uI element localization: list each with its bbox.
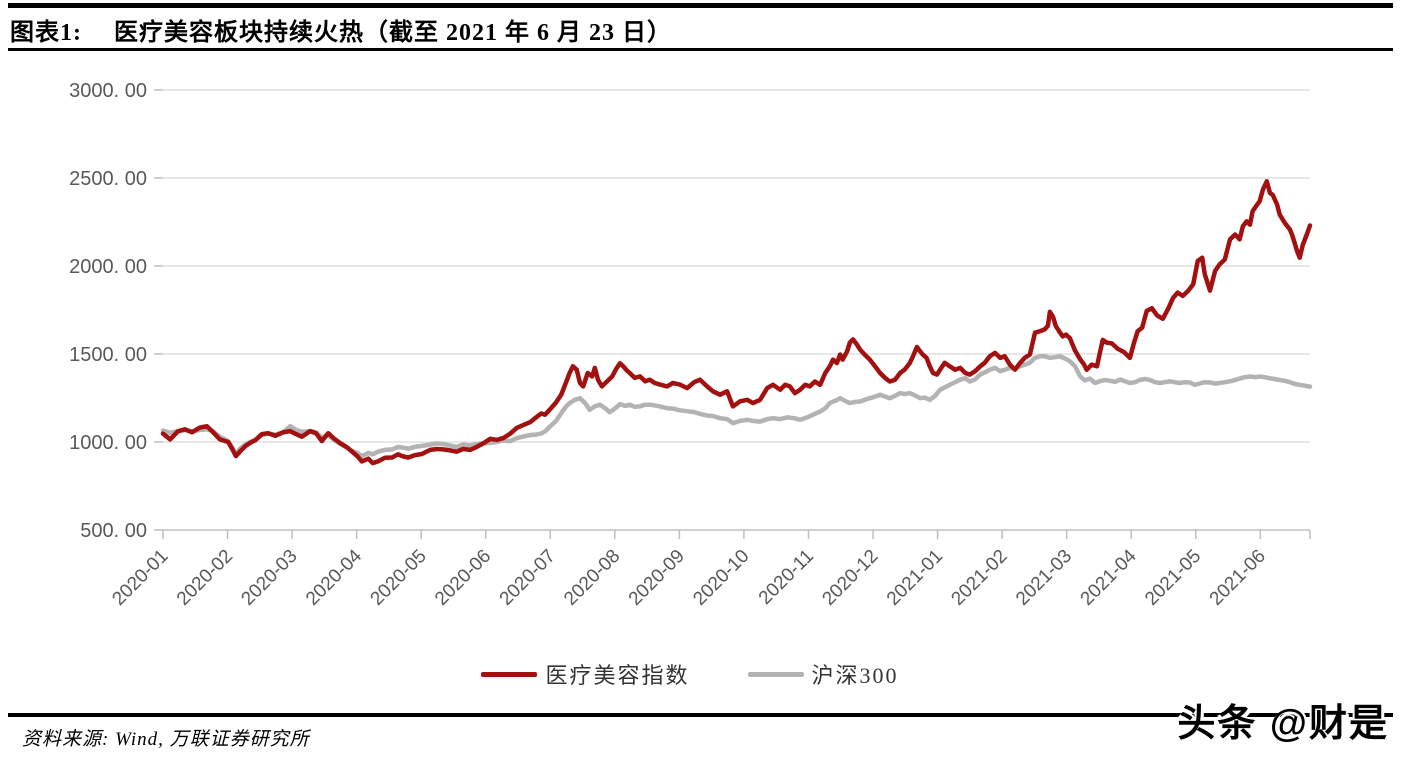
x-axis-label: 2020-01 xyxy=(108,546,172,610)
title-divider xyxy=(8,48,1393,51)
source-note: 资料来源: Wind, 万联证券研究所 xyxy=(22,729,310,750)
legend-item-hs300: 沪深300 xyxy=(747,658,899,690)
page-title: 医疗美容板块持续火热（截至 2021 年 6 月 23 日） xyxy=(114,20,672,46)
legend-item-medical-beauty: 医疗美容指数 xyxy=(481,658,689,690)
x-axis-label: 2020-08 xyxy=(560,546,624,610)
x-axis-label: 2021-06 xyxy=(1206,546,1270,610)
y-axis-label: 1500. 00 xyxy=(69,344,147,366)
x-axis-label: 2020-11 xyxy=(755,546,818,609)
x-axis-label: 2020-05 xyxy=(367,546,431,610)
y-axis-label: 1000. 00 xyxy=(69,432,147,454)
legend-label-medical-beauty: 医疗美容指数 xyxy=(545,663,690,688)
watermark: 头条 @财是 xyxy=(1177,703,1389,745)
x-axis-label: 2021-01 xyxy=(883,546,947,610)
hs300-legend-line xyxy=(747,671,804,677)
y-axis-label: 500. 00 xyxy=(80,520,147,542)
top-rule xyxy=(8,3,1393,8)
medical-beauty-series-line xyxy=(160,179,1313,466)
x-axis-label: 2021-04 xyxy=(1077,545,1141,609)
x-axis-label: 2021-05 xyxy=(1141,546,1205,610)
chart-legend: 医疗美容指数 沪深300 xyxy=(0,658,1380,690)
x-axis-label: 2020-10 xyxy=(689,546,753,610)
x-axis-label: 2020-04 xyxy=(302,545,366,609)
hs300-series-line xyxy=(160,354,1313,459)
legend-label-hs300: 沪深300 xyxy=(811,663,899,688)
x-axis-label: 2020-02 xyxy=(173,546,237,610)
x-axis-label: 2021-02 xyxy=(947,546,1011,610)
chart-header: 图表1: 医疗美容板块持续火热（截至 2021 年 6 月 23 日） xyxy=(10,12,1390,47)
medical-beauty-legend-line xyxy=(481,671,538,677)
y-axis-label: 2000. 00 xyxy=(69,256,147,278)
y-axis-label: 3000. 00 xyxy=(69,80,147,102)
x-axis-label: 2020-03 xyxy=(237,546,301,610)
figure-label: 图表1: xyxy=(10,20,82,46)
x-axis-label: 2021-03 xyxy=(1012,546,1076,610)
y-axis-label: 2500. 00 xyxy=(69,168,147,190)
x-axis-label: 2020-07 xyxy=(496,546,560,610)
bottom-rule xyxy=(8,713,1393,717)
x-axis-label: 2020-06 xyxy=(431,546,495,610)
x-axis-label: 2020-09 xyxy=(625,546,689,610)
x-axis-label: 2020-12 xyxy=(818,546,882,610)
